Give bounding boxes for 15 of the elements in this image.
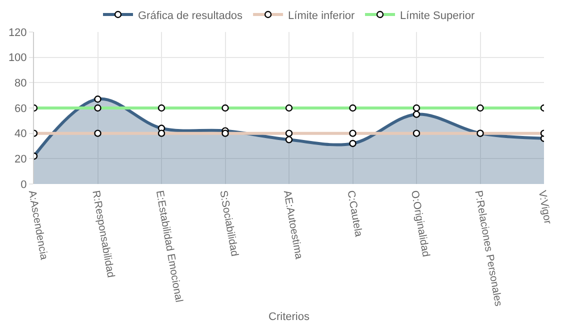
y-tick-label: 80 <box>14 78 27 90</box>
x-axis-title: Criterios <box>268 311 310 323</box>
legend-label: Límite Superior <box>400 10 475 22</box>
y-tick-label: 0 <box>20 178 27 191</box>
x-tick-label: C:Cautela <box>344 190 365 238</box>
y-tick-label: 60 <box>14 102 27 115</box>
x-tick-label: V:Vigor <box>536 190 554 226</box>
legend-label: Límite inferior <box>288 10 356 22</box>
y-tick-label: 100 <box>8 52 27 64</box>
y-tick-label: 120 <box>8 26 27 39</box>
x-tick-label: AE:Autoestima <box>280 190 305 260</box>
y-tick-label: 40 <box>14 128 27 140</box>
y-tick-label: 20 <box>14 154 27 166</box>
x-tick-label: P:Relaciones Personales <box>472 190 504 308</box>
legend-label: Gráfica de resultados <box>138 10 244 22</box>
